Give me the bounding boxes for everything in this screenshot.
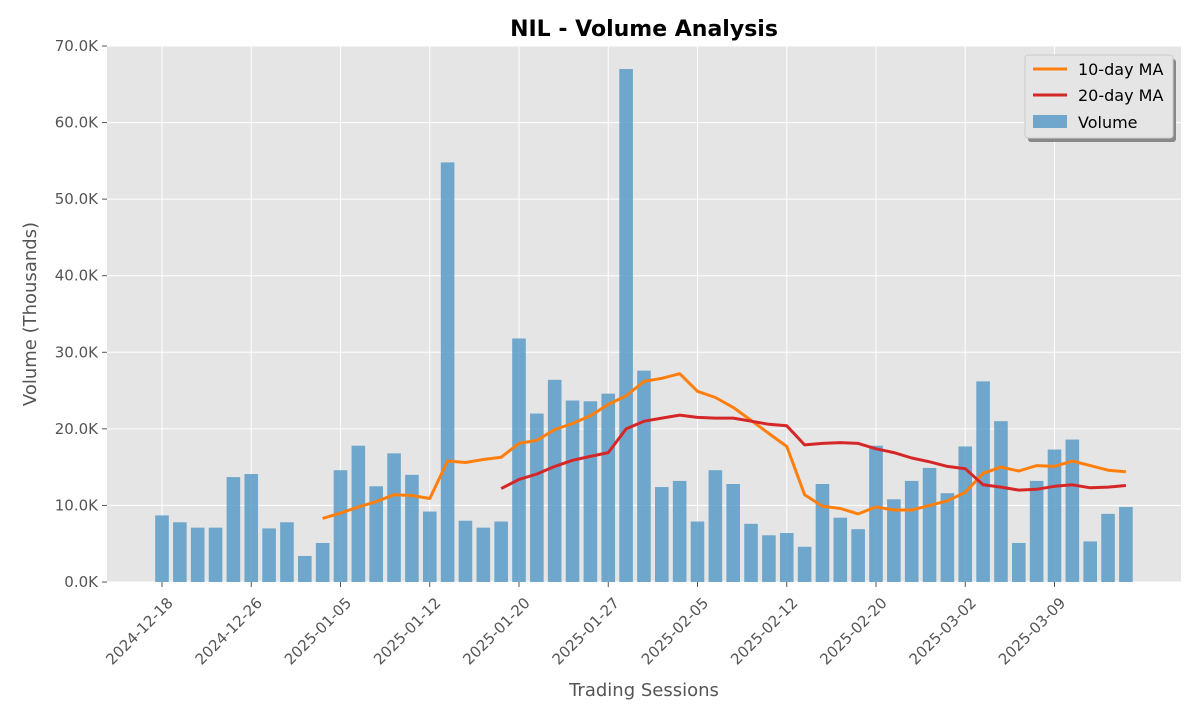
volume-bar (565, 400, 580, 582)
10-day-ma-line (322, 372, 1127, 520)
y-tick-label: 50.0K (55, 190, 99, 208)
volume-bar (1101, 513, 1115, 582)
volume-bar (208, 527, 223, 582)
volume-bar (405, 474, 419, 582)
volume-bar (815, 483, 830, 582)
volume-bar (476, 527, 491, 582)
volume-bar (690, 521, 705, 582)
volume-bar (976, 381, 990, 582)
y-tick-label: 70.0K (55, 37, 99, 55)
volume-bar (583, 401, 598, 582)
legend-label-20-day-ma: 20-day MA (1078, 86, 1163, 105)
volume-bar (958, 446, 973, 582)
volume-bar (1012, 542, 1026, 582)
x-axis-label: Trading Sessions (568, 680, 719, 701)
volume-bar (904, 480, 919, 582)
volume-bar (262, 528, 276, 582)
volume-bar (173, 522, 187, 582)
volume-bars (155, 68, 1133, 583)
legend-label-volume: Volume (1078, 113, 1138, 132)
volume-bar (1065, 439, 1080, 582)
volume-bar (851, 529, 865, 582)
volume-bar (333, 470, 348, 582)
volume-bar (922, 467, 937, 582)
volume-bar (547, 379, 562, 582)
y-axis-label: Volume (Thousands) (20, 222, 41, 406)
volume-bar (940, 493, 955, 582)
volume-bar (1083, 541, 1097, 582)
volume-bar (887, 499, 901, 582)
volume-bar (369, 486, 383, 582)
volume-bar (244, 474, 259, 582)
y-tick-label: 30.0K (55, 343, 99, 361)
volume-bar (637, 370, 651, 582)
y-tick-label: 60.0K (55, 114, 99, 132)
chart-title: NIL - Volume Analysis (510, 17, 778, 42)
volume-bar (351, 445, 366, 582)
volume-bar (440, 162, 455, 583)
volume-bar (619, 68, 633, 582)
y-axis-ticks: 0.0K 10.0K 20.0K 30.0K 40.0K 50.0K 60.0K 70.0K (55, 37, 107, 591)
volume-bar (387, 453, 401, 582)
volume-bar (994, 421, 1008, 582)
volume-bar (869, 445, 883, 582)
volume-bar (512, 338, 526, 582)
volume-bar (601, 393, 616, 582)
volume-bar (833, 517, 848, 582)
volume-bar (155, 515, 169, 582)
volume-bar (530, 413, 544, 582)
volume-bar (190, 527, 205, 582)
volume-bar (458, 520, 473, 582)
volume-bar (1029, 480, 1044, 582)
volume-bar (797, 546, 812, 582)
volume-bar (226, 477, 241, 582)
volume-bar (744, 523, 758, 582)
volume-bar (708, 470, 723, 582)
volume-bar (315, 542, 330, 582)
volume-bar (672, 480, 687, 582)
volume-bar (422, 511, 437, 582)
volume-bar (762, 535, 776, 582)
20-day-ma-line (500, 413, 1127, 492)
legend-swatch-volume (1033, 115, 1067, 128)
y-tick-label: 40.0K (55, 267, 99, 285)
y-tick-label: 0.0K (64, 573, 99, 591)
volume-bar (779, 532, 794, 582)
legend-label-10-day-ma: 10-day MA (1078, 60, 1163, 79)
volume-bar (1119, 506, 1133, 582)
y-tick-label: 20.0K (55, 420, 99, 438)
volume-bar (494, 521, 508, 582)
volume-bar (1047, 449, 1062, 582)
volume-bar (655, 487, 669, 582)
y-tick-label: 10.0K (55, 496, 99, 514)
volume-bar (298, 555, 312, 582)
legend: 10-day MA 20-day MA Volume (1024, 54, 1176, 142)
volume-bar (726, 483, 740, 582)
moving-average-lines (322, 372, 1127, 520)
volume-bar (280, 522, 294, 582)
